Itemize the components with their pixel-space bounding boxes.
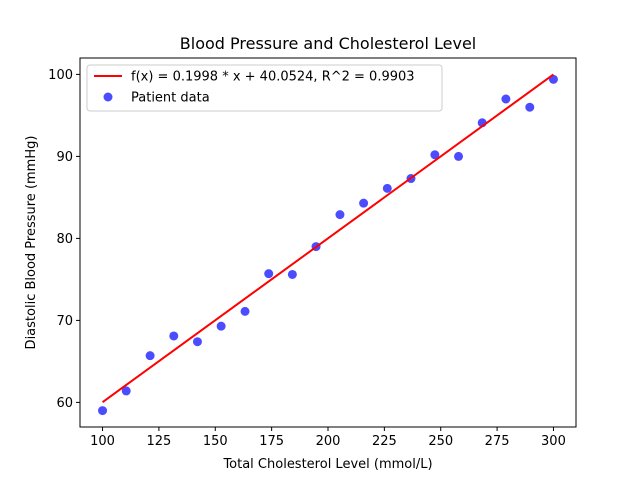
data-point (454, 151, 464, 161)
x-axis-label: Total Cholesterol Level (mmol/L) (222, 457, 432, 472)
legend-scatter-swatch (103, 92, 113, 102)
chart-title: Blood Pressure and Cholesterol Level (180, 34, 476, 53)
x-tick-label: 175 (259, 434, 284, 449)
y-tick-label: 100 (48, 68, 73, 83)
x-tick-label: 250 (428, 434, 453, 449)
data-point (382, 183, 392, 193)
legend-box (86, 64, 443, 112)
plot-area (98, 73, 558, 416)
data-point (216, 321, 226, 331)
data-point (359, 198, 369, 208)
regression-line (101, 73, 555, 403)
data-point (287, 269, 297, 279)
data-point (335, 210, 345, 220)
data-point (145, 351, 155, 361)
y-axis-label: Diastolic Blood Pressure (mmHg) (24, 136, 39, 350)
legend: f(x) = 0.1998 * x + 40.0524, R^2 = 0.990… (86, 64, 443, 112)
legend-scatter-label: Patient data (131, 91, 210, 106)
y-tick-label: 70 (56, 314, 73, 329)
y-axis: 60 70 80 90 100 (48, 68, 80, 411)
data-point (192, 337, 202, 347)
x-tick-label: 100 (90, 434, 115, 449)
data-point (98, 406, 108, 416)
x-axis: 100 125 150 175 200 225 250 275 300 (90, 427, 566, 449)
data-point (240, 306, 250, 316)
x-tick-label: 150 (203, 434, 228, 449)
x-tick-label: 300 (541, 434, 566, 449)
data-point (169, 331, 179, 341)
data-point (121, 386, 131, 396)
data-point (525, 102, 535, 112)
data-point (501, 94, 511, 104)
x-tick-label: 225 (372, 434, 397, 449)
y-tick-label: 60 (56, 396, 73, 411)
data-point (264, 269, 274, 279)
x-tick-label: 200 (316, 434, 341, 449)
legend-fit-label: f(x) = 0.1998 * x + 40.0524, R^2 = 0.990… (131, 70, 415, 85)
x-tick-label: 275 (485, 434, 510, 449)
y-tick-label: 90 (56, 150, 73, 165)
data-point (430, 150, 440, 160)
x-tick-label: 125 (146, 434, 171, 449)
y-tick-label: 80 (56, 232, 73, 247)
